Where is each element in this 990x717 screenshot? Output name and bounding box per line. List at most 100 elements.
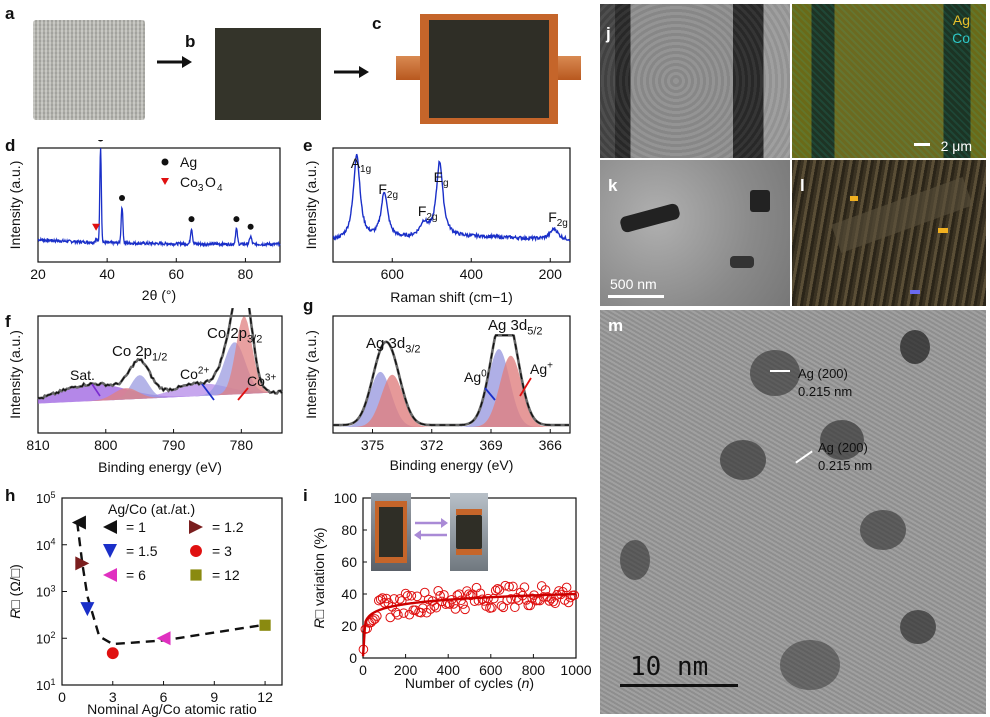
optical-image-l: l <box>792 160 986 306</box>
trend-line <box>76 522 266 646</box>
x-tick-label: 0 <box>359 662 367 678</box>
y-tick-label: 20 <box>341 618 357 634</box>
chart-raman: 600 400 200 A1g F2g F2g Eg F2g Raman shift (cm−1… <box>303 147 571 305</box>
legend-label-co3o4-a: Co3 <box>180 174 204 194</box>
pointer-agp <box>519 377 532 397</box>
y-tick-label: 105 <box>36 490 55 506</box>
xps-fit-envelope <box>332 334 570 426</box>
sem-image-j: j <box>600 4 790 158</box>
chart-xrd: 20 40 60 80 Ag Co3 O 4 2θ (°) Intensity (a.u.) <box>7 140 281 303</box>
eds-map-j: Ag Co 2 μm <box>792 4 986 158</box>
data-point <box>544 596 555 606</box>
lattice-annotation-label-2b: 0.215 nm <box>818 458 873 473</box>
data-point <box>106 647 119 660</box>
legend-marker-ag <box>161 158 169 166</box>
photo-device <box>420 14 558 124</box>
data-point <box>416 607 426 618</box>
ag-peak-marker <box>188 216 195 223</box>
x-tick-label: 200 <box>539 266 563 282</box>
ag-peak-marker <box>233 216 240 223</box>
x-tick-label: 0 <box>58 689 66 705</box>
data-point <box>433 586 443 596</box>
data-point <box>259 619 271 631</box>
double-arrow-icon <box>414 518 448 540</box>
panel-label-l: l <box>800 176 805 195</box>
x-axis-label: Number of cycles (n) <box>405 675 534 691</box>
data-point <box>508 581 518 592</box>
agp-fit <box>333 374 570 427</box>
chart-xps-co: 810 800 790 780 Sat. Co 2p1/2 Co 2p3/2 Co2+ Co3+… <box>7 308 284 475</box>
x-tick-label: 369 <box>479 437 503 453</box>
data-point <box>377 593 388 603</box>
label-co-2p12: Co 2p1/2 <box>112 343 167 364</box>
panel-label-k: k <box>608 176 618 195</box>
panel-label-e: e <box>303 136 313 155</box>
scale-bar-label: 2 μm <box>940 138 972 154</box>
data-point <box>190 545 202 557</box>
x-tick-label: 366 <box>539 437 563 453</box>
panel-label-m: m <box>608 316 624 335</box>
lattice-annotation-label-1a: Ag (200) <box>798 366 848 381</box>
x-tick-label: 780 <box>230 437 254 453</box>
data-point <box>506 594 516 604</box>
y-tick-label: 104 <box>36 537 55 553</box>
x-tick-label: 60 <box>168 266 184 282</box>
panel-label-i: i <box>303 486 308 505</box>
x-tick-label: 9 <box>210 689 218 705</box>
data-point <box>389 594 399 604</box>
y-tick-label: 40 <box>341 586 357 602</box>
label-co3: Co3+ <box>247 372 276 389</box>
scale-bar-label: 10 nm <box>630 652 709 682</box>
panel-label-g: g <box>303 296 314 315</box>
x-axis-label: Raman shift (cm−1) <box>390 289 513 305</box>
x-tick-label: 600 <box>479 662 503 678</box>
plot-frame <box>37 315 283 434</box>
data-point <box>71 515 86 530</box>
peak-label: Eg <box>434 169 449 189</box>
x-tick-label: 790 <box>162 437 186 453</box>
photo-bare-fabric <box>33 20 145 120</box>
x-tick-label: 600 <box>381 266 405 282</box>
x-tick-label: 80 <box>238 266 254 282</box>
data-point <box>156 631 171 646</box>
legend-label: = 6 <box>126 567 146 583</box>
data-point <box>488 593 499 604</box>
legend-label: = 3 <box>212 543 232 559</box>
y-axis-label: Intensity (a.u.) <box>303 330 319 419</box>
legend-label: = 1.5 <box>126 543 158 559</box>
lattice-annotation-1 <box>770 370 790 372</box>
y-tick-label: 103 <box>36 583 55 599</box>
data-point <box>190 569 202 581</box>
pointer-co2 <box>201 383 215 401</box>
x-axis-label: Binding energy (eV) <box>390 457 514 473</box>
y-tick-label: 101 <box>36 677 55 693</box>
x-tick-label: 810 <box>26 437 50 453</box>
ag-peak-marker <box>247 223 254 230</box>
co3o4-peak-marker <box>92 223 101 231</box>
data-point <box>103 544 117 558</box>
scale-bar <box>914 143 930 146</box>
panel-label-f: f <box>5 312 11 331</box>
data-point <box>370 614 380 624</box>
data-point <box>103 568 117 582</box>
data-point <box>460 604 470 615</box>
label-co-2p32: Co 2p3/2 <box>207 325 262 346</box>
legend-label: = 1.2 <box>212 519 244 535</box>
label-ag-3d32: Ag 3d3/2 <box>366 335 421 356</box>
eds-ag-label: Ag <box>952 12 970 28</box>
scale-bar <box>608 295 664 298</box>
panel-label-c: c <box>372 14 382 33</box>
data-point <box>189 520 203 534</box>
data-point <box>393 610 403 620</box>
sem-image-k: k 500 nm <box>600 160 790 306</box>
xrd-curve <box>37 148 281 249</box>
y-axis-label: Intensity (a.u.) <box>7 330 23 419</box>
plot-frame <box>61 497 283 686</box>
y-tick-label: 60 <box>341 554 357 570</box>
data-point <box>412 591 422 602</box>
data-point <box>103 520 117 534</box>
peak-label: A1g <box>351 155 371 175</box>
raman-curve <box>332 153 571 243</box>
x-tick-label: 800 <box>522 662 546 678</box>
x-tick-label: 400 <box>460 266 484 282</box>
